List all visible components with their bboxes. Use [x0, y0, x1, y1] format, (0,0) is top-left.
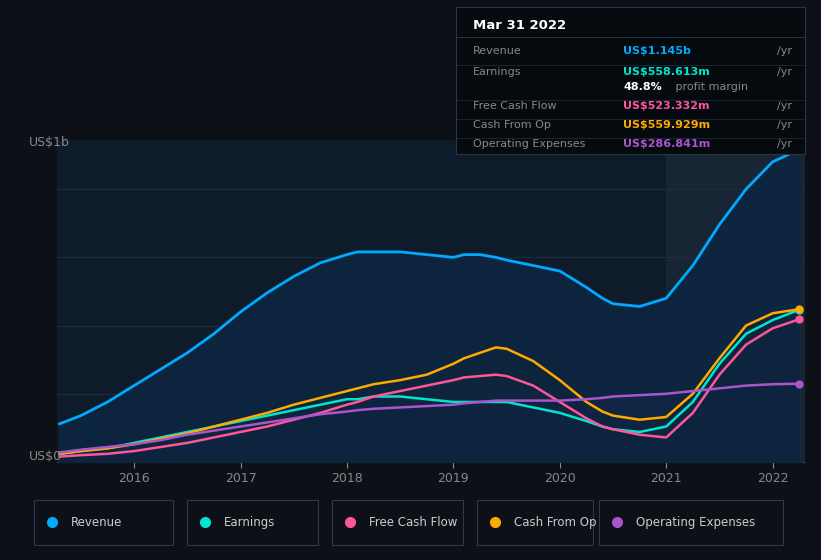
Text: /yr: /yr — [777, 101, 791, 110]
Text: Operating Expenses: Operating Expenses — [636, 516, 755, 529]
Text: /yr: /yr — [777, 46, 791, 57]
Text: Free Cash Flow: Free Cash Flow — [369, 516, 457, 529]
Text: Revenue: Revenue — [473, 46, 522, 57]
Text: /yr: /yr — [777, 139, 791, 149]
Text: Cash From Op: Cash From Op — [514, 516, 596, 529]
Text: Free Cash Flow: Free Cash Flow — [473, 101, 557, 110]
Text: Cash From Op: Cash From Op — [473, 120, 551, 130]
Text: US$558.613m: US$558.613m — [623, 67, 710, 77]
Text: US$1.145b: US$1.145b — [623, 46, 691, 57]
Text: Operating Expenses: Operating Expenses — [473, 139, 585, 149]
Bar — [666, 140, 805, 462]
Text: Earnings: Earnings — [473, 67, 521, 77]
Text: /yr: /yr — [777, 67, 791, 77]
Text: US$523.332m: US$523.332m — [623, 101, 709, 110]
Text: Revenue: Revenue — [71, 516, 122, 529]
Text: 48.8%: 48.8% — [623, 82, 662, 91]
Text: Mar 31 2022: Mar 31 2022 — [473, 19, 566, 32]
Text: US$1b: US$1b — [29, 136, 70, 150]
Text: US$559.929m: US$559.929m — [623, 120, 710, 130]
Text: profit margin: profit margin — [672, 82, 748, 91]
Text: /yr: /yr — [777, 120, 791, 130]
Text: Earnings: Earnings — [224, 516, 275, 529]
Text: US$286.841m: US$286.841m — [623, 139, 710, 149]
Text: US$0: US$0 — [29, 450, 62, 463]
